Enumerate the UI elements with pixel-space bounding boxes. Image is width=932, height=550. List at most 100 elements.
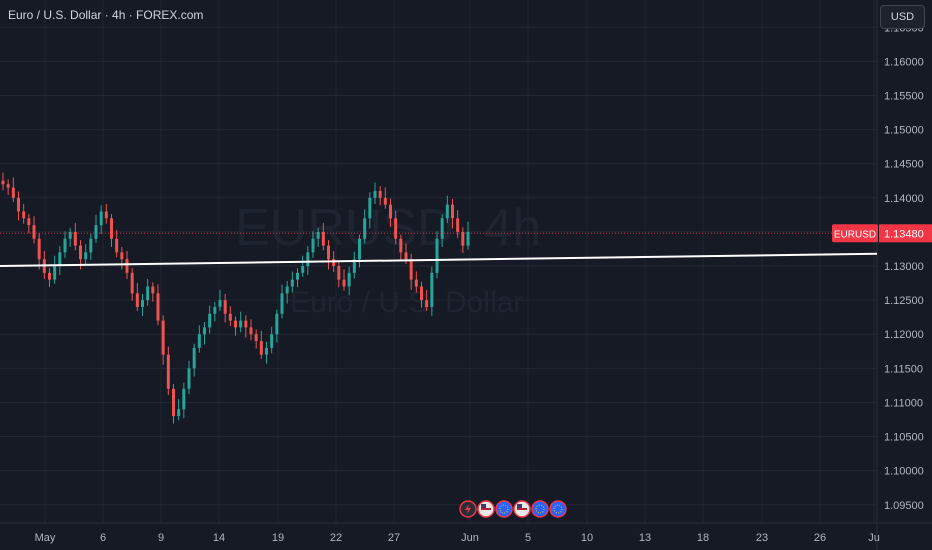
candle-down	[389, 204, 392, 219]
candle-up	[306, 252, 310, 267]
candle-down	[461, 231, 465, 246]
us-flag-canton	[481, 504, 486, 508]
time-label: 6	[100, 532, 106, 544]
price-label: 1.16000	[884, 56, 924, 68]
candle-up	[68, 231, 72, 239]
candle-down	[79, 245, 82, 260]
candle-up	[203, 327, 206, 335]
price-label: 1.10000	[884, 466, 924, 478]
candle-up	[363, 218, 367, 239]
us-flag-canton	[517, 504, 522, 508]
candle-up	[197, 334, 201, 348]
chart-title: Euro / U.S. Dollar · 4h · FOREX.com	[8, 8, 204, 22]
candle-up	[63, 238, 67, 253]
candle-down	[115, 238, 119, 253]
time-label: 26	[814, 532, 826, 544]
candle-down	[125, 259, 129, 273]
time-label: 22	[330, 532, 342, 544]
trendline[interactable]	[0, 252, 878, 268]
price-label: 1.15500	[884, 90, 924, 102]
last-price-tag	[879, 224, 932, 243]
candle-down	[73, 231, 77, 246]
time-label: 19	[272, 532, 284, 544]
candle-up	[239, 320, 243, 328]
eu-flag-icon[interactable]	[549, 500, 567, 518]
candle-down	[1, 180, 5, 185]
candle-down	[249, 327, 253, 335]
candle-down	[456, 218, 460, 232]
candle-down	[48, 272, 51, 280]
time-label: 23	[756, 532, 768, 544]
candle-down	[259, 341, 263, 355]
candle-up	[311, 238, 315, 253]
candle-up	[358, 238, 361, 260]
eu-flag-icon[interactable]	[495, 500, 513, 518]
watermark-name: Euro / U.S. Dollar	[290, 286, 523, 319]
candle-down	[110, 218, 113, 239]
time-label: 27	[388, 532, 400, 544]
time-label: 13	[639, 532, 651, 544]
us-flag-stripe	[517, 508, 527, 510]
time-label: 14	[213, 532, 225, 544]
time-label: 18	[697, 532, 709, 544]
price-label: 1.15000	[884, 125, 924, 137]
price-label: 1.14000	[884, 193, 924, 205]
candle-up	[89, 238, 93, 253]
candle-down	[172, 388, 175, 417]
price-label: 1.10500	[884, 432, 924, 444]
candle-up	[265, 347, 268, 355]
candle-up	[58, 252, 62, 267]
eu-flag-stars	[499, 504, 509, 514]
candle-down	[151, 286, 155, 294]
candle-down	[394, 218, 398, 239]
candle-down	[156, 293, 160, 321]
candle-up	[352, 259, 356, 273]
candle-down	[135, 293, 139, 307]
candle-up	[440, 218, 444, 239]
price-label: 1.09500	[884, 500, 924, 512]
candle-down	[399, 238, 403, 253]
candle-down	[337, 266, 341, 280]
eu-flag-icon[interactable]	[531, 500, 549, 518]
candle-up	[445, 204, 449, 219]
candle-down	[161, 320, 165, 355]
candle-down	[27, 218, 31, 226]
candle-down	[409, 259, 413, 280]
price-tag-symbol: EURUSD	[834, 229, 876, 240]
candle-up	[208, 313, 212, 328]
time-label: 9	[158, 532, 164, 544]
candle-up	[280, 293, 284, 314]
candle-down	[32, 225, 36, 239]
time-label: May	[35, 532, 56, 544]
candle-up	[275, 313, 279, 335]
candle-down	[11, 187, 15, 198]
candle-down	[130, 272, 134, 294]
candle-down	[404, 252, 408, 260]
candle-up	[316, 231, 320, 239]
candle-up	[94, 225, 98, 239]
candle-down	[228, 313, 232, 321]
candle-down	[332, 259, 336, 267]
watermark-symbol: EURUSD, 4h	[235, 199, 541, 257]
candle-up	[213, 306, 217, 314]
time-label: 5	[525, 532, 531, 544]
candle-down	[383, 197, 387, 205]
candle-up	[347, 272, 351, 287]
candle-up	[218, 300, 222, 307]
candle-down	[166, 354, 170, 389]
candle-down	[223, 300, 227, 314]
candle-up	[368, 197, 372, 219]
candle-up	[146, 286, 150, 301]
candle-up	[296, 272, 299, 280]
candle-up	[53, 266, 57, 280]
candle-up	[430, 272, 434, 307]
candle-down	[378, 190, 382, 198]
currency-button[interactable]: USD	[880, 5, 925, 29]
candle-up	[301, 266, 305, 273]
us-flag-stripe	[481, 508, 491, 510]
candle-down	[327, 245, 330, 260]
candle-down	[22, 211, 26, 219]
candle-down	[420, 286, 423, 301]
